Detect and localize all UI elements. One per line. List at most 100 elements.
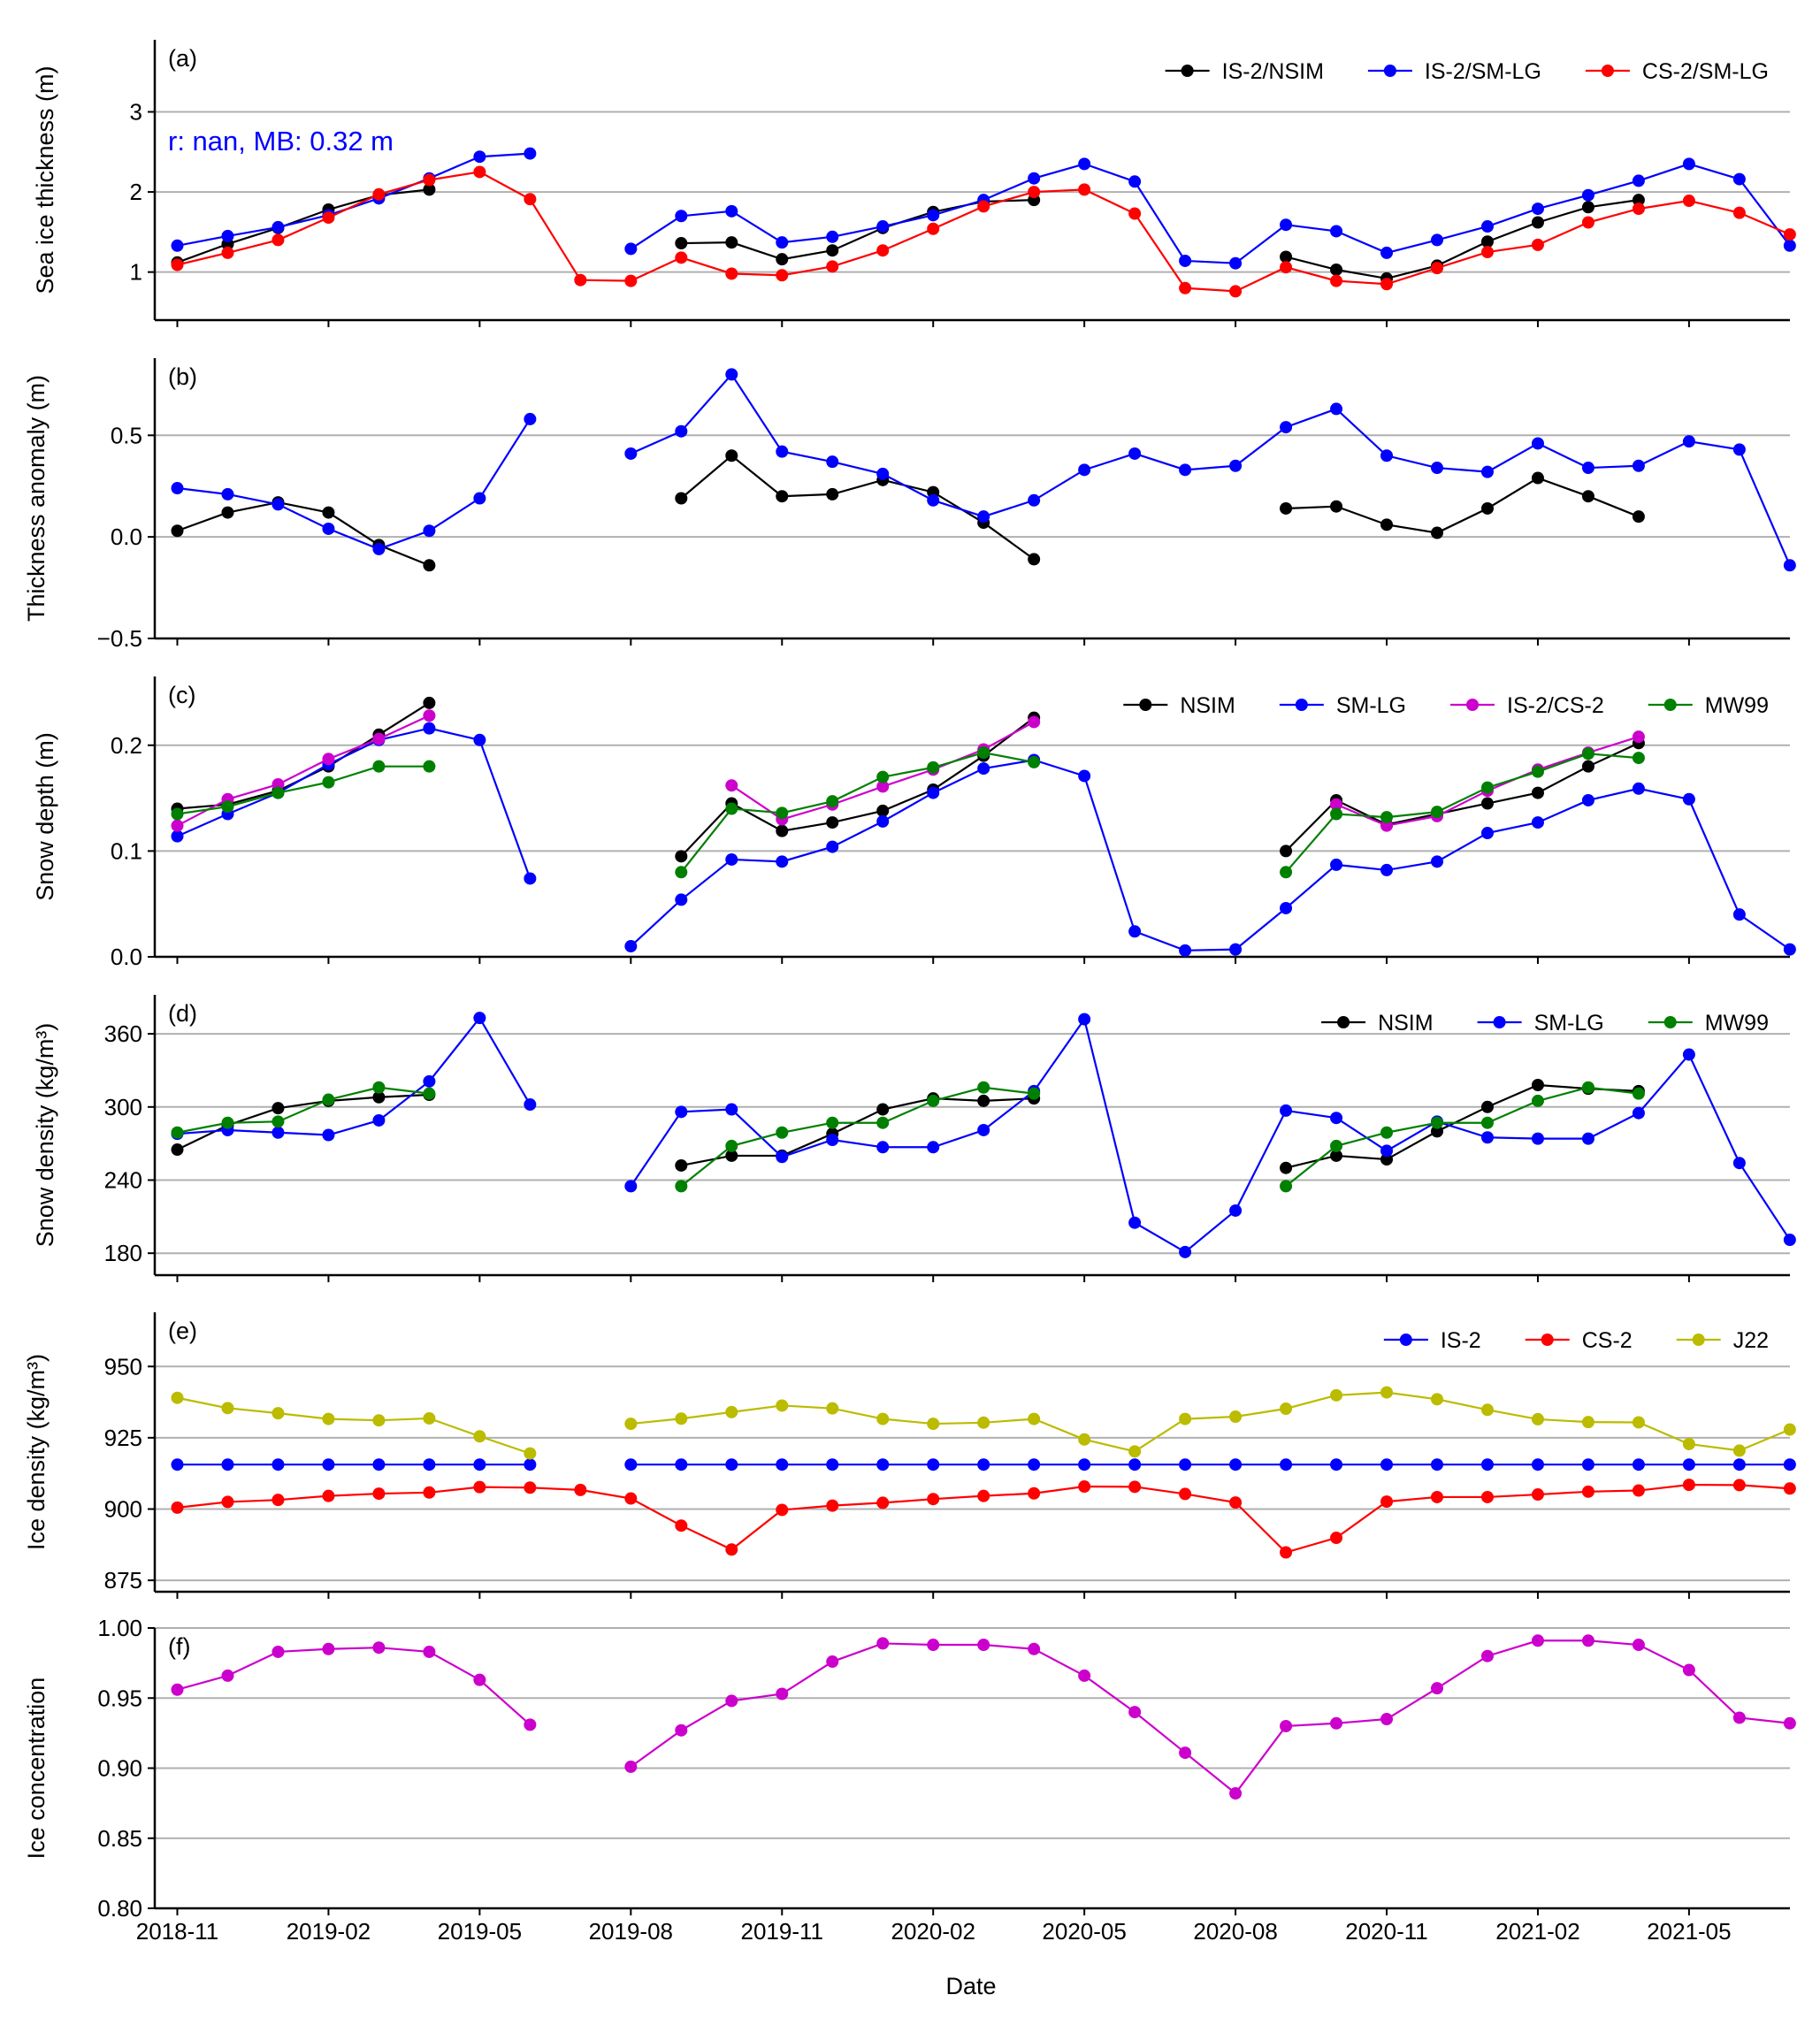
data-point bbox=[927, 1493, 940, 1506]
data-point bbox=[1028, 755, 1041, 768]
data-point bbox=[1431, 526, 1443, 539]
data-point bbox=[1078, 1669, 1091, 1682]
data-point bbox=[1431, 1490, 1443, 1503]
y-axis-title: Sea ice thickness (m) bbox=[32, 65, 58, 294]
data-point bbox=[1632, 174, 1645, 187]
legend-label: NSIM bbox=[1378, 1011, 1434, 1036]
data-point bbox=[322, 1412, 335, 1425]
series-sm-lg bbox=[171, 1012, 1796, 1258]
data-point bbox=[423, 1087, 436, 1100]
data-point bbox=[675, 893, 688, 906]
data-point bbox=[1531, 238, 1544, 251]
data-point bbox=[1431, 1458, 1443, 1471]
data-point bbox=[1028, 1458, 1041, 1471]
data-point bbox=[1078, 1458, 1091, 1471]
data-point bbox=[171, 819, 184, 832]
data-point bbox=[1531, 216, 1544, 229]
x-tick-label: 2018-11 bbox=[136, 1918, 219, 1945]
data-point bbox=[1531, 471, 1544, 485]
series-unnamed bbox=[171, 1634, 1796, 1800]
y-tick-label: 925 bbox=[104, 1425, 142, 1451]
legend-marker bbox=[1295, 699, 1308, 711]
data-point bbox=[776, 1399, 789, 1412]
data-point bbox=[171, 524, 184, 538]
data-point bbox=[1480, 220, 1494, 233]
data-point bbox=[1280, 1546, 1293, 1559]
data-point bbox=[1531, 765, 1544, 778]
series-cs-2-sm-lg bbox=[171, 165, 1796, 298]
data-point bbox=[1028, 186, 1041, 199]
y-tick-label: 0.1 bbox=[111, 837, 142, 864]
data-point bbox=[1480, 1403, 1494, 1417]
data-point bbox=[1280, 845, 1293, 858]
data-point bbox=[423, 1074, 436, 1088]
data-point bbox=[1581, 1458, 1594, 1471]
series-line bbox=[630, 163, 1791, 264]
data-point bbox=[1028, 715, 1041, 729]
data-point bbox=[1179, 1487, 1192, 1501]
data-point bbox=[1380, 1386, 1394, 1399]
data-point bbox=[221, 800, 234, 814]
series-line bbox=[630, 1639, 1790, 1795]
panel-b: −0.5 0.0 0.5 Thickness anomaly (m) (b) bbox=[23, 358, 1796, 652]
data-point bbox=[927, 1094, 940, 1107]
legend-item: MW99 bbox=[1648, 1011, 1769, 1036]
data-point bbox=[725, 1103, 738, 1116]
y-tick-label: 0.2 bbox=[111, 732, 142, 759]
data-point bbox=[1531, 1488, 1544, 1502]
data-point bbox=[776, 1150, 789, 1164]
data-point bbox=[826, 455, 839, 469]
data-point bbox=[1632, 510, 1645, 524]
data-point bbox=[1380, 518, 1394, 531]
legend-label: CS-2 bbox=[1582, 1328, 1633, 1353]
y-tick-label: 2 bbox=[130, 179, 142, 205]
x-tick-label: 2019-02 bbox=[287, 1918, 371, 1945]
data-point bbox=[171, 1126, 184, 1139]
data-point bbox=[1330, 858, 1343, 871]
y-tick-label: −0.5 bbox=[97, 625, 142, 652]
data-point bbox=[221, 487, 234, 501]
data-point bbox=[1480, 1100, 1494, 1113]
x-tick-label: 2021-05 bbox=[1647, 1918, 1731, 1945]
data-point bbox=[1078, 1480, 1091, 1494]
data-point bbox=[524, 193, 537, 206]
data-point bbox=[1783, 1423, 1796, 1436]
legend-marker bbox=[1139, 699, 1152, 711]
data-point bbox=[1632, 194, 1645, 207]
data-point bbox=[1632, 459, 1645, 472]
legend-label: SM-LG bbox=[1534, 1011, 1604, 1036]
data-point bbox=[1128, 175, 1142, 188]
series-line bbox=[1286, 477, 1640, 534]
legend-label: IS-2/CS-2 bbox=[1507, 693, 1604, 718]
y-tick-label: 300 bbox=[104, 1094, 142, 1120]
data-point bbox=[1380, 819, 1394, 832]
legend-label: IS-2/NSIM bbox=[1222, 59, 1324, 84]
data-point bbox=[826, 1499, 839, 1512]
data-point bbox=[1028, 172, 1041, 185]
data-point bbox=[876, 467, 890, 480]
series-line bbox=[630, 1016, 1791, 1254]
data-point bbox=[524, 1481, 537, 1494]
data-point bbox=[776, 269, 789, 282]
data-point bbox=[1581, 1634, 1594, 1647]
data-point bbox=[271, 233, 285, 247]
series-line bbox=[630, 759, 1791, 952]
data-point bbox=[826, 816, 839, 829]
y-axis-title: Snow depth (m) bbox=[32, 732, 58, 901]
legend-marker bbox=[1692, 1334, 1705, 1346]
legend-label: NSIM bbox=[1180, 693, 1235, 718]
data-point bbox=[423, 524, 436, 538]
data-point bbox=[675, 492, 688, 505]
legend: IS-2 CS-2 J22 bbox=[1383, 1328, 1769, 1353]
data-point bbox=[1531, 1458, 1544, 1471]
data-point bbox=[1431, 1116, 1443, 1129]
legend-item: IS-2/NSIM bbox=[1165, 59, 1324, 84]
legend-marker bbox=[1337, 1016, 1350, 1028]
data-point bbox=[423, 183, 436, 196]
data-point bbox=[423, 1645, 436, 1658]
panel-f: 0.80 0.85 0.90 0.95 1.00 2018-11 2019-02 2019-0… bbox=[23, 1615, 1796, 1945]
data-point bbox=[826, 260, 839, 273]
series-unnamed bbox=[171, 449, 1645, 572]
data-point bbox=[171, 482, 184, 495]
